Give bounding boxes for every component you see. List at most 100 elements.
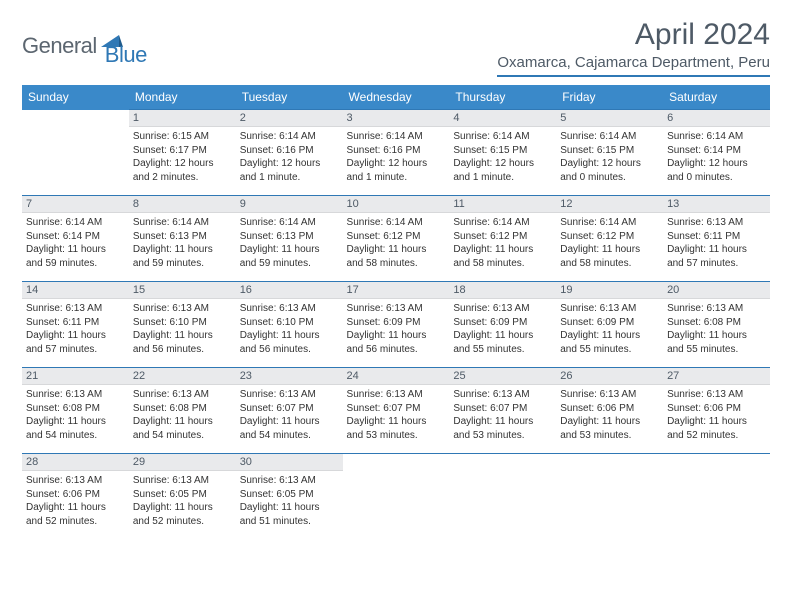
sunrise-text: Sunrise: 6:13 AM (240, 474, 339, 488)
day-number: 13 (663, 196, 770, 213)
logo: General Blue (22, 24, 147, 68)
day-number: 8 (129, 196, 236, 213)
day-details: Sunrise: 6:13 AMSunset: 6:09 PMDaylight:… (556, 299, 663, 360)
sunset-text: Sunset: 6:08 PM (667, 316, 766, 330)
day-number: 1 (129, 110, 236, 127)
page-header: General Blue April 2024 Oxamarca, Cajama… (22, 18, 770, 77)
day-number: 9 (236, 196, 343, 213)
calendar-day: 30Sunrise: 6:13 AMSunset: 6:05 PMDayligh… (236, 454, 343, 540)
sunrise-text: Sunrise: 6:13 AM (240, 302, 339, 316)
calendar-day: 13Sunrise: 6:13 AMSunset: 6:11 PMDayligh… (663, 196, 770, 282)
calendar-week: 21 Sunrise: 6:13 AM Sunset: 6:08 PM Dayligh… (22, 368, 770, 454)
daylight-text: Daylight: 11 hours and 57 minutes. (26, 329, 125, 356)
day-details: Sunrise: 6:14 AMSunset: 6:13 PMDaylight:… (129, 213, 236, 274)
daylight-text: Daylight: 11 hours and 55 minutes. (667, 329, 766, 356)
sunset-text: Sunset: 6:13 PM (240, 230, 339, 244)
sunrise-text: Sunrise: 6:14 AM (133, 216, 232, 230)
sunset-text: Sunset: 6:06 PM (26, 488, 125, 502)
daylight-text: Daylight: 11 hours and 53 minutes. (560, 415, 659, 442)
day-number: 14 (22, 282, 129, 299)
sunrise-text: Sunrise: 6:13 AM (26, 302, 125, 316)
day-number: 26 (556, 368, 663, 385)
calendar-day: 7Sunrise: 6:14 AMSunset: 6:14 PMDaylight… (22, 196, 129, 282)
day-details: Sunrise: 6:14 AMSunset: 6:15 PMDaylight:… (449, 127, 556, 188)
daylight-text: Daylight: 11 hours and 54 minutes. (133, 415, 232, 442)
calendar-day: 28Sunrise: 6:13 AMSunset: 6:06 PMDayligh… (22, 454, 129, 540)
calendar-day: 9Sunrise: 6:14 AMSunset: 6:13 PMDaylight… (236, 196, 343, 282)
day-number: 25 (449, 368, 556, 385)
day-header: Friday (556, 85, 663, 110)
day-details: Sunrise: 6:14 AMSunset: 6:15 PMDaylight:… (556, 127, 663, 188)
day-details: Sunrise: 6:14 AMSunset: 6:16 PMDaylight:… (236, 127, 343, 188)
calendar-day: 29Sunrise: 6:13 AMSunset: 6:05 PMDayligh… (129, 454, 236, 540)
day-number: 4 (449, 110, 556, 127)
day-details: Sunrise: 6:13 AMSunset: 6:05 PMDaylight:… (236, 471, 343, 532)
calendar-day: 8Sunrise: 6:14 AMSunset: 6:13 PMDaylight… (129, 196, 236, 282)
calendar-day: 24Sunrise: 6:13 AMSunset: 6:07 PMDayligh… (343, 368, 450, 454)
daylight-text: Daylight: 11 hours and 52 minutes. (26, 501, 125, 528)
sunset-text: Sunset: 6:10 PM (240, 316, 339, 330)
sunset-text: Sunset: 6:08 PM (26, 402, 125, 416)
daylight-text: Daylight: 11 hours and 53 minutes. (453, 415, 552, 442)
daylight-text: Daylight: 11 hours and 55 minutes. (560, 329, 659, 356)
sunset-text: Sunset: 6:15 PM (453, 144, 552, 158)
day-details: Sunrise: 6:13 AMSunset: 6:05 PMDaylight:… (129, 471, 236, 532)
sunset-text: Sunset: 6:11 PM (667, 230, 766, 244)
day-number: 23 (236, 368, 343, 385)
day-details: Sunrise: 6:15 AMSunset: 6:17 PMDaylight:… (129, 127, 236, 188)
daylight-text: Daylight: 11 hours and 54 minutes. (240, 415, 339, 442)
sunrise-text: Sunrise: 6:13 AM (133, 474, 232, 488)
day-number: 6 (663, 110, 770, 127)
sunset-text: Sunset: 6:09 PM (347, 316, 446, 330)
day-number: 3 (343, 110, 450, 127)
day-details: Sunrise: 6:14 AMSunset: 6:12 PMDaylight:… (449, 213, 556, 274)
day-details: Sunrise: 6:13 AMSunset: 6:11 PMDaylight:… (22, 299, 129, 360)
day-details: Sunrise: 6:13 AMSunset: 6:08 PMDaylight:… (663, 299, 770, 360)
daylight-text: Daylight: 12 hours and 1 minute. (240, 157, 339, 184)
day-header: Monday (129, 85, 236, 110)
day-number: 17 (343, 282, 450, 299)
day-number: 12 (556, 196, 663, 213)
sunset-text: Sunset: 6:16 PM (347, 144, 446, 158)
sunset-text: Sunset: 6:12 PM (347, 230, 446, 244)
month-title: April 2024 (497, 18, 770, 52)
calendar-day: 19Sunrise: 6:13 AMSunset: 6:09 PMDayligh… (556, 282, 663, 368)
day-header: Wednesday (343, 85, 450, 110)
day-number: 20 (663, 282, 770, 299)
day-number: 21 (22, 368, 129, 385)
calendar-day: 25Sunrise: 6:13 AMSunset: 6:07 PMDayligh… (449, 368, 556, 454)
day-details: Sunrise: 6:14 AMSunset: 6:14 PMDaylight:… (663, 127, 770, 188)
sunset-text: Sunset: 6:14 PM (26, 230, 125, 244)
day-number: 29 (129, 454, 236, 471)
sunrise-text: Sunrise: 6:14 AM (560, 216, 659, 230)
calendar-day: 4Sunrise: 6:14 AMSunset: 6:15 PMDaylight… (449, 110, 556, 196)
daylight-text: Daylight: 11 hours and 56 minutes. (240, 329, 339, 356)
calendar-day (22, 110, 129, 196)
daylight-text: Daylight: 11 hours and 56 minutes. (347, 329, 446, 356)
day-header: Saturday (663, 85, 770, 110)
sunrise-text: Sunrise: 6:13 AM (453, 302, 552, 316)
day-header: Tuesday (236, 85, 343, 110)
sunset-text: Sunset: 6:16 PM (240, 144, 339, 158)
day-details: Sunrise: 6:13 AMSunset: 6:07 PMDaylight:… (343, 385, 450, 446)
sunrise-text: Sunrise: 6:13 AM (347, 388, 446, 402)
daylight-text: Daylight: 11 hours and 58 minutes. (560, 243, 659, 270)
daylight-text: Daylight: 12 hours and 0 minutes. (667, 157, 766, 184)
day-details: Sunrise: 6:13 AMSunset: 6:11 PMDaylight:… (663, 213, 770, 274)
sunrise-text: Sunrise: 6:14 AM (26, 216, 125, 230)
sunrise-text: Sunrise: 6:14 AM (240, 216, 339, 230)
daylight-text: Daylight: 11 hours and 59 minutes. (133, 243, 232, 270)
daylight-text: Daylight: 12 hours and 1 minute. (347, 157, 446, 184)
daylight-text: Daylight: 11 hours and 53 minutes. (347, 415, 446, 442)
sunrise-text: Sunrise: 6:13 AM (240, 388, 339, 402)
day-number: 30 (236, 454, 343, 471)
logo-text-blue: Blue (105, 42, 147, 68)
logo-text-general: General (22, 33, 97, 59)
sunset-text: Sunset: 6:14 PM (667, 144, 766, 158)
daylight-text: Daylight: 11 hours and 55 minutes. (453, 329, 552, 356)
day-details: Sunrise: 6:14 AMSunset: 6:12 PMDaylight:… (343, 213, 450, 274)
day-details: Sunrise: 6:14 AMSunset: 6:13 PMDaylight:… (236, 213, 343, 274)
day-details: Sunrise: 6:13 AMSunset: 6:09 PMDaylight:… (343, 299, 450, 360)
calendar-week: 14Sunrise: 6:13 AMSunset: 6:11 PMDayligh… (22, 282, 770, 368)
day-number: 15 (129, 282, 236, 299)
